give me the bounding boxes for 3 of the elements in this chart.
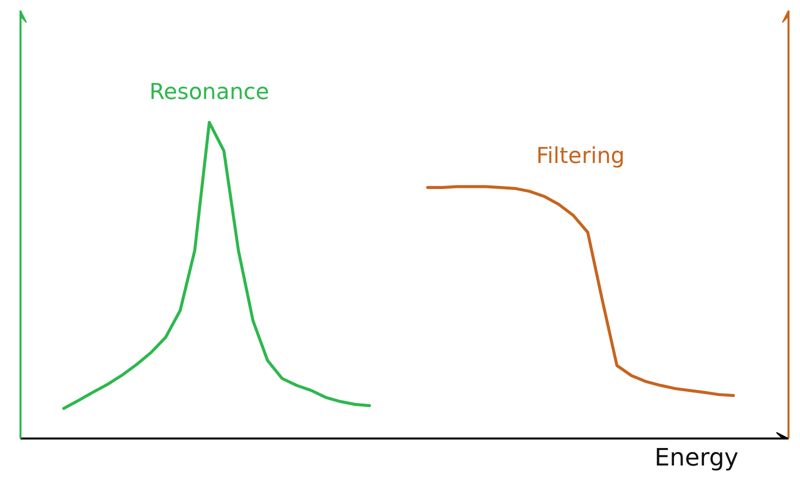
series-label: Resonance	[149, 80, 270, 105]
x-axis-title: Energy	[654, 444, 739, 472]
series-label: Filtering	[536, 144, 625, 170]
